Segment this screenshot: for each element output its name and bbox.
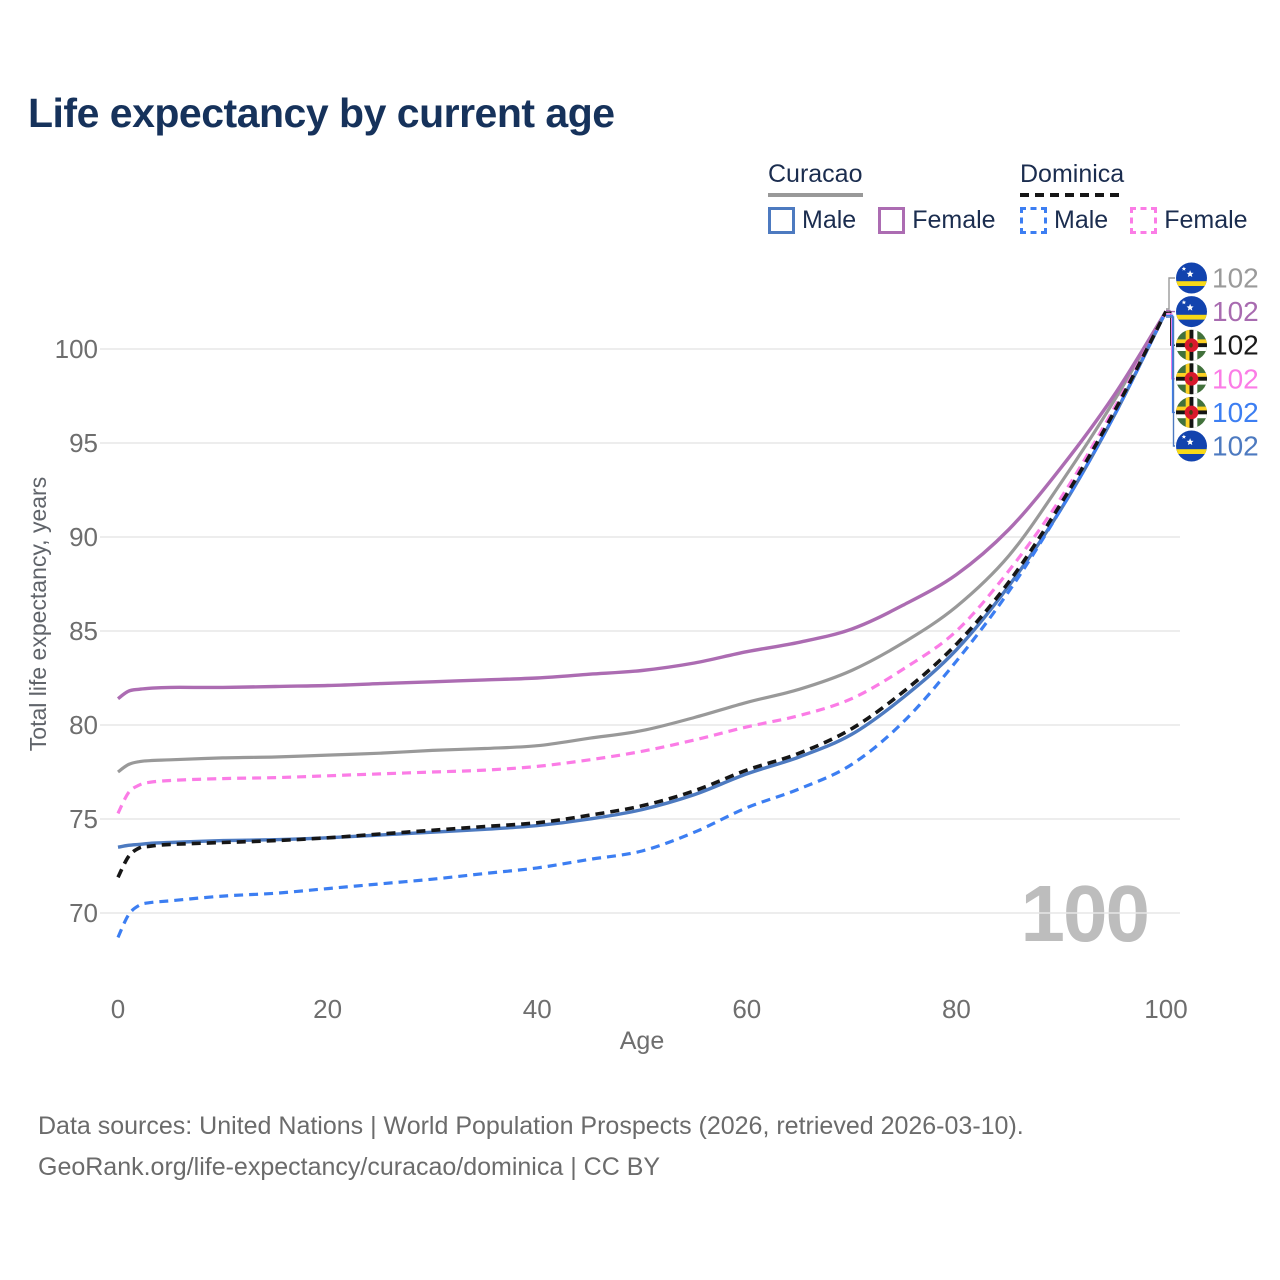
- legend-country-curacao: Curacao: [768, 160, 863, 188]
- x-axis-title: Age: [620, 1027, 664, 1055]
- curacao-flag-icon: [1176, 296, 1207, 328]
- legend-label-curacao-male: Male: [802, 206, 857, 234]
- series-line-curacao[interactable]: [117, 310, 1168, 774]
- leader-line-0: [1166, 277, 1175, 310]
- legend-label-dominica-male: Male: [1054, 206, 1109, 234]
- legend-swatch-dominica-female: [1130, 207, 1158, 234]
- series-line-dominica-male[interactable]: [116, 310, 1168, 939]
- x-tick-label-0: 0: [111, 994, 125, 1024]
- y-tick-label-75: 75: [69, 804, 98, 834]
- leader-line-5: [1166, 316, 1175, 447]
- leader-line-1: [1166, 309, 1175, 313]
- end-label-value-dominica-male: 102: [1212, 397, 1259, 428]
- dominica-flag-icon: [1176, 363, 1207, 395]
- end-label-value-dominica: 102: [1212, 330, 1259, 361]
- end-label-value-curacao-female: 102: [1212, 296, 1259, 327]
- dominica-flag-icon: [1176, 396, 1207, 428]
- legend-swatch-dominica-male: [1020, 207, 1047, 234]
- legend-country-dominica: Dominica: [1020, 160, 1125, 188]
- y-tick-label-95: 95: [69, 428, 98, 458]
- x-tick-label-20: 20: [313, 994, 342, 1024]
- legend-swatch-curacao-male: [768, 207, 795, 234]
- series-line-curacao-female[interactable]: [116, 310, 1168, 701]
- x-tick-label-100: 100: [1144, 994, 1187, 1024]
- series-line-dominica[interactable]: [116, 310, 1168, 879]
- data-sources-text: Data sources: United Nations | World Pop…: [38, 1112, 1024, 1140]
- y-tick-label-85: 85: [69, 616, 98, 646]
- series-line-curacao-male[interactable]: [117, 310, 1168, 849]
- x-tick-label-40: 40: [523, 994, 552, 1024]
- end-label-value-curacao: 102: [1212, 263, 1259, 294]
- legend-group-curacao: Curacao Male Female: [768, 160, 996, 235]
- legend-group-dominica: Dominica Male Female: [1020, 160, 1248, 235]
- legend-swatch-curacao-female: [878, 207, 906, 234]
- dominica-flag-icon: [1176, 329, 1207, 361]
- source-link[interactable]: GeoRank.org/life-expectancy/curacao/domi…: [38, 1153, 661, 1181]
- legend-underline-dominica: [1020, 193, 1124, 197]
- legend-label-curacao-female: Female: [912, 206, 996, 234]
- page-title: Life expectancy by current age: [28, 90, 615, 136]
- y-tick-label-80: 80: [69, 710, 98, 740]
- x-tick-label-80: 80: [942, 994, 971, 1024]
- x-tick-label-60: 60: [732, 994, 761, 1024]
- legend-label-dominica-female: Female: [1164, 206, 1248, 234]
- y-tick-label-70: 70: [69, 898, 98, 928]
- chart-footer: Data sources: United Nations | World Pop…: [38, 1106, 1024, 1188]
- end-label-value-curacao-male: 102: [1212, 431, 1259, 462]
- legend: Curacao Male Female Dominica Male Female: [0, 0, 1280, 250]
- series-line-dominica-female[interactable]: [116, 310, 1168, 815]
- y-tick-label-100: 100: [55, 334, 98, 364]
- end-label-value-dominica-female: 102: [1212, 363, 1259, 394]
- legend-underline-curacao: [768, 193, 863, 197]
- curacao-flag-icon: [1176, 430, 1207, 462]
- y-tick-label-90: 90: [69, 522, 98, 552]
- curacao-flag-icon: [1176, 262, 1207, 294]
- y-axis-title: Total life expectancy, years: [25, 477, 51, 751]
